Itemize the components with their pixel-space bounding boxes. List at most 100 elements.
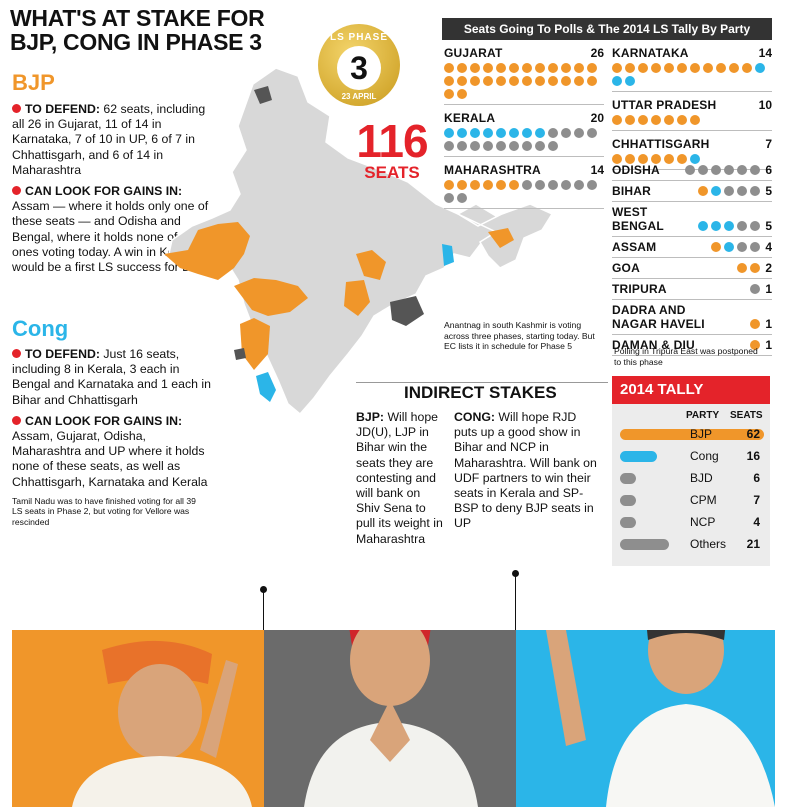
state-name: TRIPURA <box>612 282 667 296</box>
cong-seat-dot <box>724 221 735 231</box>
bjp-seat-dot <box>574 63 584 73</box>
divider <box>444 156 604 157</box>
bjp-seat-dot <box>457 63 467 73</box>
divider <box>612 130 772 131</box>
state-dots <box>444 128 604 151</box>
phase-badge: LS PHASE 3 23 APRIL <box>318 24 400 106</box>
cong-gains-text: Assam, Gujarat, Odisha, Maharashtra and … <box>12 429 208 489</box>
state-row: BIHAR 5 <box>612 181 772 202</box>
tally-bar <box>620 539 669 550</box>
tally-row: BJP 62 <box>612 424 770 446</box>
bjp-seat-dot <box>561 76 571 86</box>
tally-seats: 4 <box>753 515 760 529</box>
other-seat-dot <box>737 186 748 196</box>
pin-line-2 <box>515 572 516 630</box>
kashmir-region <box>254 86 272 104</box>
other-seat-dot <box>457 193 467 203</box>
bjp-section: BJP TO DEFEND: 62 seats, including all 2… <box>12 70 212 275</box>
bjp-seat-dot <box>444 89 454 99</box>
bjp-seat-dot <box>535 76 545 86</box>
bjp-seat-dot <box>677 154 687 164</box>
bjp-defend-text: 62 seats, including all 26 in Gujarat, 1… <box>12 102 206 177</box>
bjp-seat-dot <box>587 63 597 73</box>
bjp-seat-dot <box>587 76 597 86</box>
state-dots <box>612 154 772 164</box>
cong-seat-dot <box>690 154 700 164</box>
other-seat-dot <box>483 141 493 151</box>
state-seats: 1 <box>765 282 772 296</box>
cong-seat-dot <box>612 76 622 86</box>
state-row: UTTAR PRADESH 10 <box>612 98 772 112</box>
state-dots <box>612 63 772 86</box>
karnataka-region <box>240 318 270 370</box>
other-seat-dot <box>457 141 467 151</box>
other-seat-dot <box>750 221 761 231</box>
phase-badge-top: LS PHASE <box>329 32 388 43</box>
tally-row: CPM 7 <box>612 490 770 512</box>
state-block: KARNATAKA 14 <box>612 46 772 92</box>
bjp-seat-dot <box>664 115 674 125</box>
state-seats: 20 <box>590 111 604 125</box>
bjp-seat-dot <box>651 63 661 73</box>
states-left-column: GUJARAT 26 KERALA 20 MAHARASHTRA 14 <box>444 46 604 215</box>
bjp-seat-dot <box>483 180 493 190</box>
bjp-seat-dot <box>496 76 506 86</box>
tally-seats: 7 <box>753 493 760 507</box>
indirect-bjp-text: Will hope JD(U), LJP in Bihar win the se… <box>356 410 443 546</box>
state-block: GUJARAT 26 <box>444 46 604 105</box>
phase-badge-number: 3 <box>337 46 381 90</box>
other-seat-dot <box>548 180 558 190</box>
bjp-gains: CAN LOOK FOR GAINS IN: Assam — where it … <box>12 184 212 275</box>
bjp-seat-dot <box>509 180 519 190</box>
state-name: ODISHA <box>612 163 660 177</box>
state-seats: 2 <box>765 261 772 275</box>
tally-bar <box>620 429 764 440</box>
state-name: ASSAM <box>612 240 657 254</box>
cong-seat-dot <box>483 128 493 138</box>
bjp-seat-dot <box>548 63 558 73</box>
state-seats: 26 <box>590 46 604 60</box>
state-seats: 5 <box>765 184 772 198</box>
bjp-seat-dot <box>698 186 709 196</box>
cong-seat-dot <box>755 63 765 73</box>
bjp-seat-dot <box>677 115 687 125</box>
indirect-bjp-label: BJP: <box>356 410 385 424</box>
state-name: BIHAR <box>612 184 651 198</box>
tally-seats: 6 <box>753 471 760 485</box>
tally-party: Cong <box>690 449 719 463</box>
cong-seat-dot <box>496 128 506 138</box>
headline-line-1: WHAT'S AT STAKE FOR <box>10 5 265 31</box>
headline-line-2: BJP, CONG IN PHASE 3 <box>10 29 262 55</box>
cong-title: Cong <box>12 316 69 341</box>
tally-party: Others <box>690 537 727 551</box>
state-name-line: DADRA AND <box>612 303 686 317</box>
other-seat-dot <box>535 180 545 190</box>
indirect-cong: CONG: Will hope RJD puts up a good show … <box>454 410 602 532</box>
cong-seat-dot <box>711 221 722 231</box>
state-row: ODISHA 6 <box>612 160 772 181</box>
india-outline <box>167 67 509 416</box>
cong-seat-dot <box>522 128 532 138</box>
chhattisgarh-region <box>344 280 370 316</box>
other-seat-dot <box>750 242 761 252</box>
bjp-seat-dot <box>470 63 480 73</box>
bjp-seat-dot <box>750 340 761 350</box>
other-seat-dot <box>574 180 584 190</box>
tally-title: 2014 TALLY <box>612 376 770 404</box>
bullet-icon <box>12 349 21 358</box>
indirect-cong-label: CONG: <box>454 410 495 424</box>
bjp-seat-dot <box>561 63 571 73</box>
bjp-seat-dot <box>444 180 454 190</box>
state-seats: 7 <box>765 137 772 151</box>
bjp-seat-dot <box>457 76 467 86</box>
indirect-cong-text: Will hope RJD puts up a good show in Bih… <box>454 410 597 531</box>
state-row: MAHARASHTRA 14 <box>444 163 604 177</box>
state-row: WEST BENGAL 5 <box>612 202 772 237</box>
odisha-region <box>390 296 424 326</box>
cong-seat-dot <box>535 128 545 138</box>
state-block: UTTAR PRADESH 10 <box>612 98 772 131</box>
state-seats: 5 <box>765 219 772 233</box>
other-seat-dot <box>574 128 584 138</box>
bjp-seat-dot <box>457 180 467 190</box>
headline: WHAT'S AT STAKE FOR BJP, CONG IN PHASE 3 <box>10 6 330 54</box>
